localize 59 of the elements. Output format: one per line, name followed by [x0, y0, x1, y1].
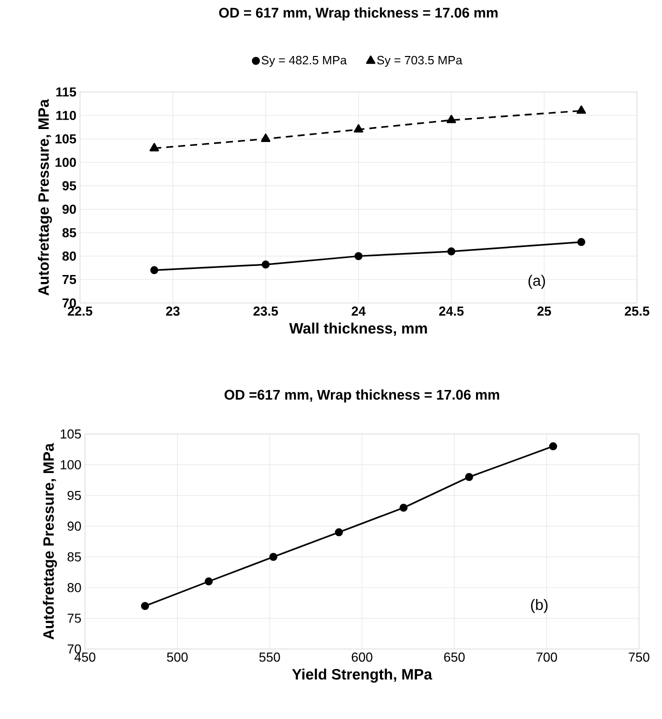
x-axis-title: Yield Strength, MPa: [292, 668, 432, 683]
point: [354, 252, 362, 260]
y-tick-label: 90: [62, 204, 76, 214]
point: [576, 105, 586, 114]
point: [260, 134, 270, 142]
point: [262, 260, 270, 269]
annotation: (b): [531, 599, 548, 613]
point: [141, 602, 150, 610]
x-tick-label: 23.5: [253, 306, 278, 316]
y-tick-label: 75: [62, 275, 76, 284]
x-tick-label: 25: [537, 306, 552, 316]
x-tick-label: 24: [352, 306, 366, 316]
point: [334, 528, 343, 536]
y-tick-label: 95: [68, 490, 81, 500]
y-axis-title: Autofrettage Pressure, MPa: [42, 443, 57, 640]
y-tick-label: 105: [60, 429, 81, 439]
chart-title: OD =617 mm, Wrap thickness = 17.06 mm: [224, 389, 500, 402]
y-tick-label: 70: [62, 298, 76, 308]
x-tick-label: 25.5: [624, 306, 650, 316]
point: [150, 266, 158, 274]
point: [204, 577, 213, 586]
point: [354, 124, 364, 133]
legend-label: Sy = 703.5 MPa: [377, 56, 462, 67]
x-axis-title: Wall thickness, mm: [289, 322, 427, 336]
y-tick-label: 115: [56, 87, 76, 97]
y-tick-label: 85: [68, 552, 81, 562]
x-tick-label: 22.5: [68, 306, 92, 316]
y-tick-label: 70: [68, 644, 81, 654]
point: [150, 142, 159, 152]
x-tick-label: 650: [444, 652, 465, 662]
y-tick-label: 100: [60, 460, 81, 470]
y-tick-label: 85: [62, 228, 76, 238]
x-tick-label: 450: [74, 652, 96, 662]
x-tick-label: 700: [536, 652, 558, 662]
point: [465, 473, 474, 482]
x-tick-label: 24.5: [439, 306, 464, 316]
y-tick-label: 75: [68, 614, 81, 623]
x-tick-label: 23: [166, 306, 180, 316]
y-tick-label: 95: [62, 181, 76, 190]
x-tick-label: 550: [259, 652, 280, 662]
y-tick-label: 80: [68, 582, 81, 592]
point: [549, 442, 558, 450]
y-tick-label: 100: [56, 158, 76, 167]
y-tick-label: 80: [62, 252, 76, 261]
y-axis-title: Autofrettage Pressure, MPa: [38, 99, 52, 296]
point: [447, 247, 456, 256]
point: [577, 238, 586, 246]
x-tick-label: 600: [352, 652, 372, 662]
x-tick-label: 750: [628, 652, 650, 662]
y-tick-label: 90: [68, 522, 81, 531]
y-tick-label: 105: [56, 134, 76, 144]
point: [446, 114, 456, 124]
point: [269, 552, 278, 561]
y-tick-label: 110: [56, 110, 76, 120]
chart-title: OD = 617 mm, Wrap thickness = 17.06 mm: [219, 7, 498, 20]
annotation: (a): [528, 274, 545, 289]
x-tick-label: 500: [167, 652, 188, 662]
legend-label: Sy = 482.5 MPa: [262, 56, 347, 67]
point: [400, 504, 408, 512]
